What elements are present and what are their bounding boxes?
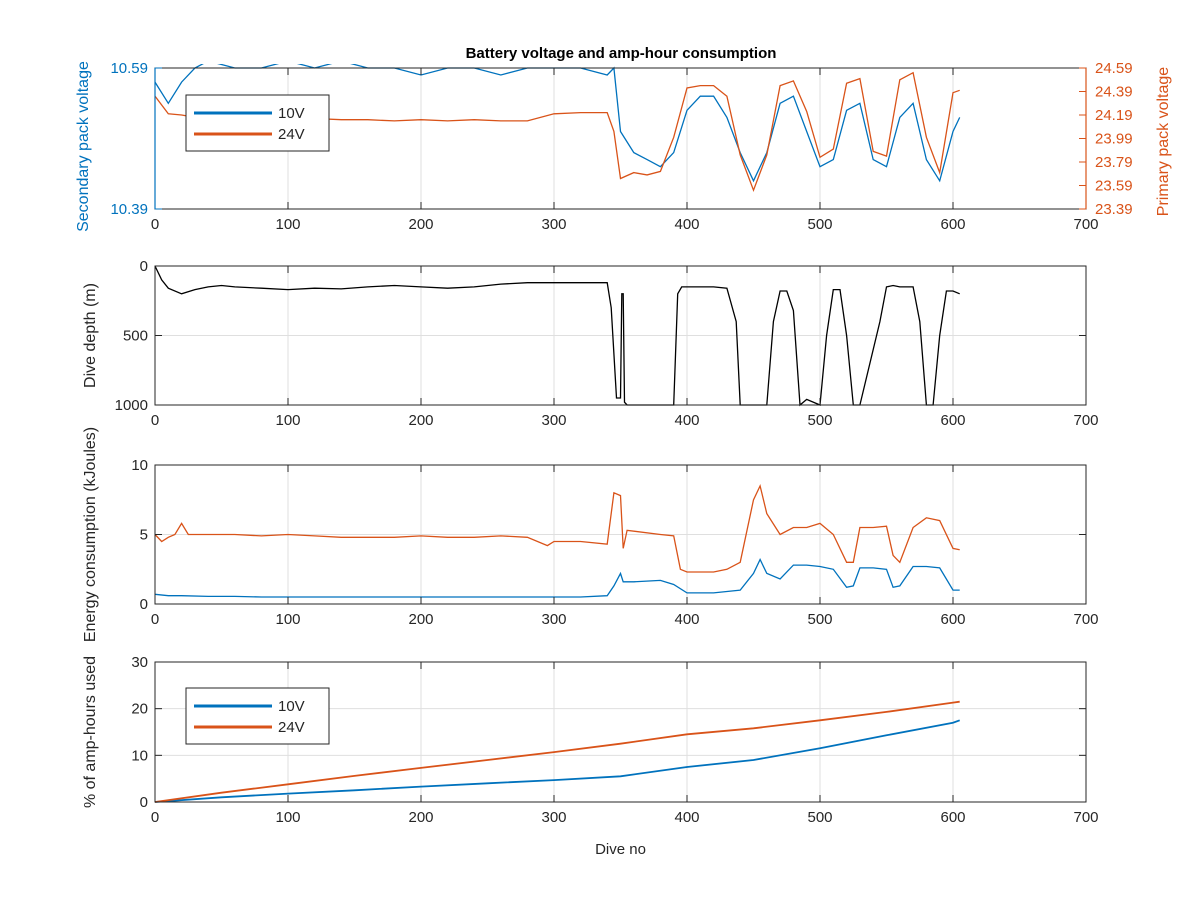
x-tick-label: 0 — [151, 611, 159, 628]
x-tick-label: 0 — [151, 216, 159, 233]
y2-axis-label: Primary pack voltage — [1155, 67, 1172, 216]
y-tick-label: 0 — [140, 258, 148, 275]
x-tick-label: 200 — [408, 611, 433, 628]
x-tick-label: 600 — [940, 809, 965, 826]
x-tick-label: 700 — [1073, 809, 1098, 826]
legend-label: 24V — [278, 126, 305, 143]
x-tick-label: 600 — [940, 611, 965, 628]
x-tick-label: 200 — [408, 412, 433, 429]
y-tick-label: 500 — [123, 328, 148, 345]
x-tick-label: 100 — [275, 412, 300, 429]
x-tick-label: 0 — [151, 809, 159, 826]
y-tick-label: 10.39 — [110, 201, 148, 218]
legend-box — [185, 687, 330, 745]
x-tick-label: 300 — [541, 611, 566, 628]
y2-tick-label: 23.59 — [1095, 178, 1133, 195]
y2-tick-label: 23.39 — [1095, 201, 1133, 218]
y-tick-label: 10 — [131, 457, 148, 474]
series-line-24v — [155, 700, 960, 803]
x-axis-label: Dive no — [595, 841, 646, 858]
series-line-10v — [155, 557, 960, 598]
x-tick-label: 300 — [541, 216, 566, 233]
x-tick-label: 500 — [807, 216, 832, 233]
y-tick-label: 0 — [140, 596, 148, 613]
x-tick-label: 200 — [408, 809, 433, 826]
x-tick-label: 700 — [1073, 412, 1098, 429]
x-tick-label: 100 — [275, 809, 300, 826]
y-axis-label: Secondary pack voltage — [75, 61, 92, 232]
y2-tick-label: 23.79 — [1095, 154, 1133, 171]
series-line-24v — [155, 483, 960, 573]
y2-tick-label: 23.99 — [1095, 131, 1133, 148]
y-tick-label: 1000 — [115, 397, 148, 414]
x-tick-label: 500 — [807, 412, 832, 429]
x-tick-label: 700 — [1073, 216, 1098, 233]
legend-label: 10V — [278, 698, 305, 715]
series-line-depth — [155, 265, 960, 407]
y-tick-label: 0 — [140, 794, 148, 811]
x-tick-label: 600 — [940, 216, 965, 233]
x-tick-label: 200 — [408, 216, 433, 233]
series-line-10v — [155, 64, 961, 183]
x-tick-label: 700 — [1073, 611, 1098, 628]
figure-title: Battery voltage and amp-hour consumption — [466, 45, 777, 62]
x-tick-label: 300 — [541, 809, 566, 826]
y-tick-label: 10 — [131, 747, 148, 764]
y-axis-label: Energy consumption (kJoules) — [82, 427, 99, 642]
y2-tick-label: 24.59 — [1095, 60, 1133, 77]
legend-label: 10V — [278, 105, 305, 122]
x-tick-label: 600 — [940, 412, 965, 429]
axes-box — [154, 661, 1087, 803]
x-tick-label: 0 — [151, 412, 159, 429]
x-tick-label: 500 — [807, 809, 832, 826]
legend-label: 24V — [278, 719, 305, 736]
x-tick-label: 100 — [275, 216, 300, 233]
series-line-10v — [155, 719, 961, 803]
subplots: 0 100 200 300 400 500 600 70010.3910.5923.3923.… — [75, 60, 1172, 858]
subplot-1: 0 100 200 300 400 500 600 700 10.39 10.59 23.39 23.… — [75, 60, 1172, 233]
y2-tick-label: 24.39 — [1095, 84, 1133, 101]
y-tick-label: 5 — [140, 527, 148, 544]
y-tick-label: 30 — [131, 654, 148, 671]
x-tick-label: 400 — [674, 412, 699, 429]
x-tick-label: 400 — [674, 216, 699, 233]
x-tick-label: 500 — [807, 611, 832, 628]
subplot-4: 0 100 200 300 400 500 600 700 0 10 20 30 % of amp-ho… — [82, 654, 1099, 858]
y-tick-label: 20 — [131, 701, 148, 718]
x-tick-label: 400 — [674, 611, 699, 628]
y2-tick-label: 24.19 — [1095, 107, 1133, 124]
legend-box — [185, 94, 330, 152]
y-axis-label: % of amp-hours used — [82, 656, 99, 808]
y-axis-label: Dive depth (m) — [82, 283, 99, 388]
y-tick-label: 10.59 — [110, 60, 148, 77]
x-tick-label: 300 — [541, 412, 566, 429]
subplot-3: 0 100 200 300 400 500 600 700 0 5 10 Energy consump… — [82, 427, 1099, 642]
x-tick-label: 400 — [674, 809, 699, 826]
subplot-2: 0 100 200 300 400 500 600 700 0 500 1000 Dive depth… — [82, 258, 1099, 429]
x-tick-label: 100 — [275, 611, 300, 628]
